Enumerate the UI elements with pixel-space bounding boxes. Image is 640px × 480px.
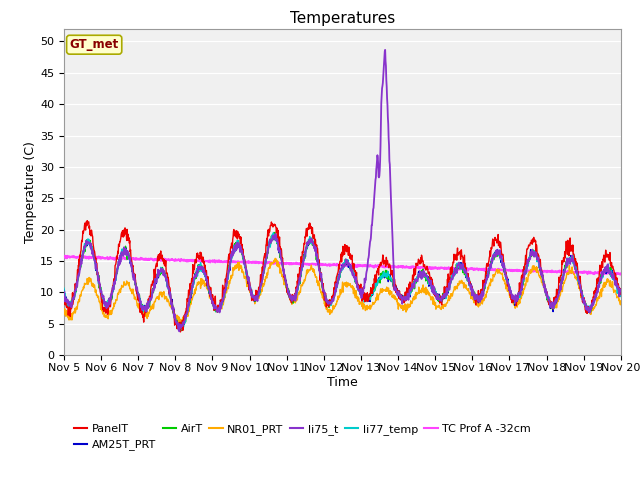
- Text: GT_met: GT_met: [70, 38, 119, 51]
- Title: Temperatures: Temperatures: [290, 11, 395, 26]
- Legend: PanelT, AM25T_PRT, AirT, NR01_PRT, li75_t, li77_temp, TC Prof A -32cm: PanelT, AM25T_PRT, AirT, NR01_PRT, li75_…: [70, 420, 536, 455]
- X-axis label: Time: Time: [327, 376, 358, 389]
- Y-axis label: Temperature (C): Temperature (C): [24, 141, 37, 243]
